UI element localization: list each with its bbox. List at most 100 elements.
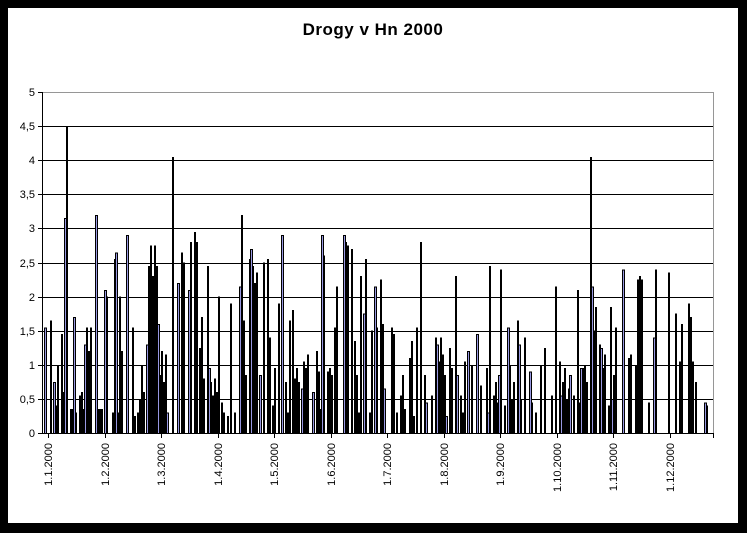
bar (402, 375, 404, 433)
bar (577, 289, 579, 433)
bar-fill (612, 399, 613, 433)
bar (509, 364, 511, 433)
axes (38, 92, 714, 438)
bar (462, 412, 464, 433)
bar (400, 395, 402, 433)
bar (464, 361, 466, 433)
bar (190, 242, 192, 433)
bar (380, 279, 382, 433)
bar (413, 415, 415, 433)
bar (199, 347, 201, 433)
bar (252, 265, 254, 433)
bar (331, 375, 333, 433)
bar (287, 412, 289, 433)
bar (134, 415, 136, 433)
bar-fill (167, 413, 168, 433)
bar-fill (384, 389, 385, 433)
bar (409, 357, 411, 433)
y-tick-label: 0 (29, 428, 35, 440)
bar-fill (85, 345, 86, 433)
bar (615, 327, 617, 433)
bar (79, 395, 81, 433)
bar (269, 337, 271, 433)
bar-fill (251, 249, 252, 433)
bar-fill (654, 338, 655, 433)
bar (272, 405, 274, 433)
bar (121, 351, 123, 433)
bar (486, 368, 488, 433)
bar (55, 405, 57, 433)
bar (566, 398, 568, 433)
bar (376, 327, 378, 433)
y-tick-label: 5 (29, 87, 35, 99)
bar (420, 242, 422, 433)
bar (451, 368, 453, 433)
x-tick-label: 1.3.2000 (156, 443, 168, 486)
bar (679, 361, 681, 433)
bar (524, 337, 526, 433)
bar-fill (302, 389, 303, 433)
bar (641, 279, 643, 433)
bar (221, 402, 223, 433)
bar (356, 375, 358, 433)
bar-fill (65, 219, 66, 433)
bar-fill (601, 348, 602, 433)
x-tick-label: 1.2.2000 (100, 443, 112, 486)
bar (668, 272, 670, 433)
bar (57, 364, 59, 433)
bar-fill (499, 376, 500, 433)
bar-fill (570, 376, 571, 433)
bar (690, 317, 692, 433)
bar (141, 364, 143, 433)
bar (582, 368, 584, 433)
bar (391, 327, 393, 433)
bar (334, 327, 336, 433)
bar-fill (209, 369, 210, 433)
bar-fill (96, 215, 97, 433)
bar (203, 378, 205, 433)
bar (196, 242, 198, 433)
bar (347, 245, 349, 433)
bar-fill (158, 324, 159, 433)
x-tick-label: 1.7.2000 (382, 443, 394, 486)
bar (223, 412, 225, 433)
bar-chart-plot: 0 0,5 1 1,5 2 2,5 3 3,5 4 4,5 5 1.1.2000 1.2.2000 1.3… (20, 87, 714, 492)
x-tick-label: 1.9.2000 (495, 443, 507, 486)
bar (148, 265, 150, 433)
bar (613, 375, 615, 433)
bar (628, 357, 630, 433)
bar (150, 245, 152, 433)
bar-fill (437, 345, 438, 433)
bar (66, 126, 68, 433)
bar (586, 381, 588, 433)
bar (210, 381, 212, 433)
bar (214, 378, 216, 433)
bar-fill (74, 318, 75, 433)
bar-fill (623, 270, 624, 433)
bar (513, 381, 515, 433)
bar (159, 375, 161, 433)
bar (604, 354, 606, 433)
bar (688, 303, 690, 433)
bar (681, 323, 683, 433)
bar (285, 381, 287, 433)
bar (241, 214, 243, 433)
bar-fill (530, 372, 531, 433)
bar (207, 265, 209, 433)
bar (602, 368, 604, 433)
bar (608, 405, 610, 433)
bar (216, 392, 218, 433)
bar (165, 354, 167, 433)
bar-fill (45, 328, 46, 433)
bar (573, 395, 575, 433)
bar (544, 347, 546, 433)
bar (274, 368, 276, 433)
bar (106, 296, 108, 433)
bar (81, 392, 83, 433)
bar (267, 259, 269, 433)
bar (351, 248, 353, 433)
bar (535, 412, 537, 433)
bar (329, 368, 331, 433)
bar (50, 320, 52, 433)
